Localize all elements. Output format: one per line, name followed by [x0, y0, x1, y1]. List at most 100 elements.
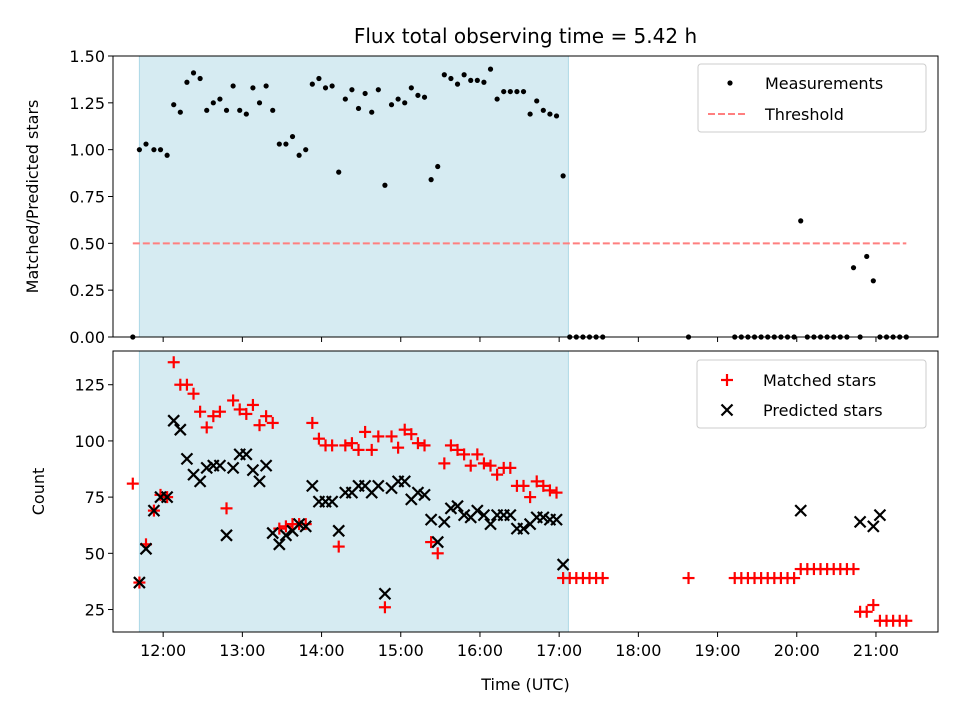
y-tick-label: 50	[85, 544, 105, 563]
measurement-point	[270, 107, 276, 113]
predicted-point	[431, 535, 444, 549]
predicted-point-b	[292, 517, 306, 531]
predicted-point-b	[358, 479, 372, 493]
matched-point	[180, 378, 193, 391]
measurement-point	[870, 278, 876, 284]
matched-point	[312, 432, 325, 445]
matched-point	[233, 403, 246, 416]
predicted-point-b	[187, 468, 200, 481]
predicted-point-b	[133, 576, 146, 589]
matched-point	[847, 563, 860, 576]
matched-point	[504, 461, 517, 474]
matched-point	[194, 405, 207, 418]
measurement-point	[415, 92, 421, 98]
legend-threshold-label: Threshold	[764, 105, 844, 124]
measurement-point	[514, 88, 520, 95]
matched-point	[451, 443, 464, 456]
predicted-point-b	[259, 459, 273, 472]
predicted-point	[438, 515, 451, 529]
predicted-point	[556, 558, 570, 571]
bottom-y-axis-label: Count	[29, 468, 48, 516]
predicted-point	[332, 524, 345, 538]
measurement-point	[336, 169, 342, 175]
matched-point	[392, 441, 405, 454]
measurement-point	[276, 141, 282, 147]
measurement-point	[421, 94, 428, 100]
legend-matched-label: Matched stars	[763, 371, 876, 390]
x-tick-label: 16:00	[457, 641, 503, 660]
matched-point	[213, 405, 226, 418]
bottom-legend: Matched stars Predicted stars	[696, 359, 927, 429]
measurement-point	[553, 113, 560, 119]
matched-point	[464, 459, 477, 472]
measurement-point	[402, 100, 408, 106]
predicted-point-b	[160, 490, 174, 504]
x-tick-label: 14:00	[299, 641, 345, 660]
predicted-point	[418, 488, 431, 502]
measurement-point	[190, 70, 197, 76]
matched-point	[227, 394, 240, 407]
measurement-point	[342, 96, 348, 102]
predicted-point-b	[484, 517, 497, 531]
matched-point	[477, 457, 490, 470]
top-observing-interval-shade	[139, 56, 569, 337]
predicted-point	[174, 423, 187, 436]
predicted-point-b	[556, 558, 570, 571]
predicted-point-b	[180, 452, 194, 466]
legend-plus	[721, 374, 733, 386]
measurement-point	[184, 79, 190, 85]
measurement-point	[408, 85, 414, 91]
matched-point	[537, 479, 550, 492]
measurement-point	[329, 83, 335, 89]
predicted-point	[133, 576, 146, 589]
predicted-point	[167, 414, 180, 427]
predicted-point	[213, 459, 227, 472]
matched-point	[253, 419, 266, 432]
measurement-point	[481, 79, 487, 85]
measurement-point	[230, 83, 236, 89]
matched-point	[306, 416, 319, 429]
predicted-point-b	[431, 535, 444, 549]
measurement-point	[468, 77, 474, 83]
y-tick-label: 125	[74, 376, 105, 395]
predicted-point-b	[246, 463, 260, 477]
predicted-point-b	[418, 488, 431, 502]
predicted-point	[517, 522, 530, 535]
predicted-point	[253, 475, 266, 488]
measurement-point	[296, 152, 302, 158]
matched-point	[345, 437, 358, 450]
predicted-point-b	[147, 504, 161, 517]
predicted-point	[398, 475, 411, 488]
predicted-point-b	[325, 495, 339, 508]
matched-point	[543, 484, 556, 497]
measurement-point	[435, 163, 441, 170]
bottom-panel-marks	[126, 351, 913, 632]
measurement-point	[441, 72, 447, 78]
top-panel-axes: 0.00 0.25 0.50 0.75 1.00 1.25 1.50	[69, 47, 877, 347]
measurement-point	[237, 107, 243, 113]
predicted-point	[504, 508, 517, 522]
predicted-point	[299, 520, 312, 533]
predicted-point-b	[299, 520, 312, 533]
measurement-point	[461, 72, 467, 78]
predicted-point-b	[220, 529, 233, 542]
measurement-point	[217, 96, 223, 102]
predicted-point	[246, 463, 260, 477]
measurement-point	[355, 105, 362, 112]
matched-point	[405, 428, 418, 441]
measurement-point	[157, 147, 164, 153]
matched-point	[425, 536, 438, 549]
measurement-point	[143, 141, 149, 147]
predicted-point	[853, 515, 867, 529]
x-axis-label: Time (UTC)	[480, 675, 569, 694]
predicted-point-b	[193, 475, 207, 488]
bottom-panel-axes: 25 50 75 100 125 12:00 13:00 14:00 15:00 16:00 17:…	[74, 376, 899, 660]
x-tick-label: 21:00	[853, 641, 899, 660]
y-tick-label: 75	[85, 488, 105, 507]
predicted-point	[484, 517, 497, 531]
y-tick-label: 25	[85, 601, 105, 620]
predicted-point-b	[332, 524, 345, 538]
matched-point	[438, 457, 451, 470]
bottom-panel: 25 50 75 100 125 12:00 13:00 14:00 15:00 16:00 17:…	[29, 350, 939, 694]
